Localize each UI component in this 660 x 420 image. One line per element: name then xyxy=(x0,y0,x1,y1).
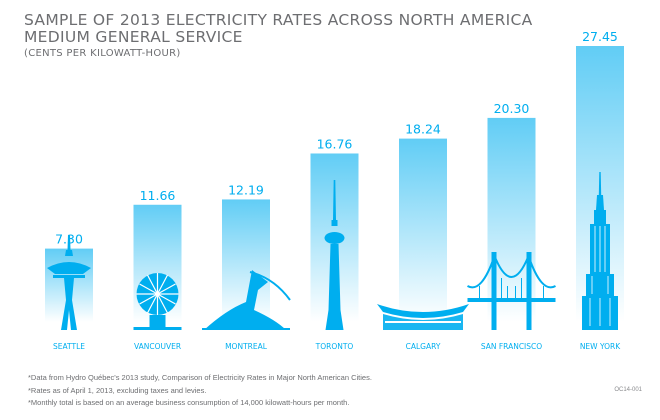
value-label: 12.19 xyxy=(228,182,264,197)
space-needle-icon xyxy=(47,235,91,330)
chart-title-line-1: SAMPLE OF 2013 ELECTRICITY RATES ACROSS … xyxy=(24,11,533,29)
cn-tower-icon xyxy=(324,180,345,330)
chart-subtitle: (CENTS PER KILOWATT-HOUR) xyxy=(24,48,181,59)
footnotes: *Data from Hydro Québec's 2013 study, Co… xyxy=(28,372,372,410)
value-label: 16.76 xyxy=(317,136,353,151)
category-label: SEATTLE xyxy=(53,342,85,351)
chart-title: SAMPLE OF 2013 ELECTRICITY RATES ACROSS … xyxy=(24,12,533,46)
olympic-stadium-icon xyxy=(202,270,291,330)
bar-montreal xyxy=(222,199,270,322)
document-code: OC14-001 xyxy=(614,387,642,393)
footnote-3: *Monthly total is based on an average bu… xyxy=(28,398,350,407)
category-label: NEW YORK xyxy=(580,342,621,351)
science-world-icon xyxy=(133,273,182,330)
footnote-1: *Data from Hydro Québec's 2013 study, Co… xyxy=(28,373,372,382)
value-label: 20.30 xyxy=(494,101,530,116)
footnote-2: *Rates as of April 1, 2013, excluding ta… xyxy=(28,385,207,395)
category-label: VANCOUVER xyxy=(134,342,181,351)
category-label: SAN FRANCISCO xyxy=(481,342,542,351)
saddledome-icon xyxy=(377,304,469,330)
bar-calgary xyxy=(399,138,447,322)
category-label: MONTREAL xyxy=(225,342,268,351)
category-label: CALGARY xyxy=(406,342,441,351)
value-label: 27.45 xyxy=(582,29,618,44)
category-label: TORONTO xyxy=(315,342,354,351)
value-label: 18.24 xyxy=(405,122,441,137)
empire-state-building-icon xyxy=(582,172,618,330)
chart-title-line-2: MEDIUM GENERAL SERVICE xyxy=(24,28,243,46)
value-label: 7.30 xyxy=(55,232,83,247)
golden-gate-bridge-icon xyxy=(467,252,556,330)
value-label: 11.66 xyxy=(140,188,176,203)
